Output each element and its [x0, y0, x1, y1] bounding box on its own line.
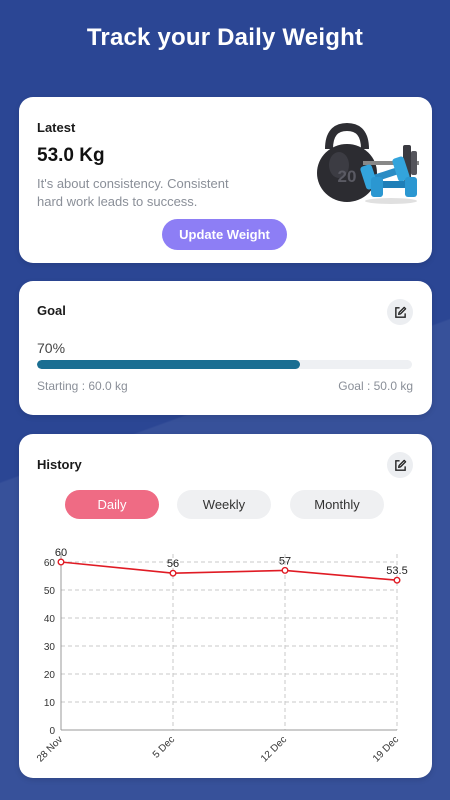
- goal-progress-bar: [37, 360, 412, 369]
- data-label: 53.5: [386, 565, 407, 577]
- goal-card: Goal 70% Starting : 60.0 kg Goal : 50.0 …: [19, 281, 432, 415]
- data-point: [169, 569, 177, 577]
- y-tick-label: 60: [44, 558, 56, 569]
- latest-card: Latest 53.0 Kg It's about consistency. C…: [19, 97, 432, 263]
- history-label: History: [37, 457, 82, 472]
- x-tick-label: 5 Dec: [151, 734, 177, 760]
- update-weight-button[interactable]: Update Weight: [162, 219, 287, 250]
- data-label: 57: [279, 555, 291, 567]
- data-label: 60: [55, 547, 67, 559]
- x-tick-label: 28 Nov: [35, 734, 65, 764]
- goal-progress-percent: 70%: [37, 340, 66, 356]
- starting-weight: Starting : 60.0 kg: [37, 379, 128, 393]
- svg-text:20: 20: [338, 167, 357, 186]
- history-card: History Daily Weekly Monthly 0 10 20 30 40 50…: [19, 434, 432, 778]
- page-title: Track your Daily Weight: [86, 24, 364, 51]
- x-tick-label: 12 Dec: [259, 734, 289, 764]
- tab-weekly[interactable]: Weekly: [177, 490, 271, 519]
- y-tick-label: 0: [49, 726, 55, 737]
- weight-history-chart: 0 10 20 30 40 50 60 28 Nov 5 Dec 12 Dec 19 Dec 60 56…: [35, 547, 408, 765]
- edit-icon: [394, 306, 406, 318]
- y-tick-label: 50: [44, 586, 56, 597]
- goal-weight: Goal : 50.0 kg: [338, 379, 413, 393]
- y-tick-label: 20: [44, 670, 56, 681]
- y-tick-label: 10: [44, 698, 56, 709]
- goal-label: Goal: [37, 303, 66, 318]
- y-tick-label: 30: [44, 642, 56, 653]
- data-point: [57, 558, 65, 566]
- edit-goal-button[interactable]: [387, 299, 413, 325]
- data-point: [281, 566, 289, 574]
- y-tick-label: 40: [44, 614, 56, 625]
- motivation-message: It's about consistency. Consistent hard …: [37, 176, 229, 209]
- series-line: [60, 561, 398, 581]
- data-label: 56: [167, 558, 179, 570]
- tab-monthly[interactable]: Monthly: [290, 490, 384, 519]
- data-point: [393, 576, 401, 584]
- latest-label: Latest: [37, 120, 76, 135]
- x-tick-label: 19 Dec: [371, 734, 401, 764]
- goal-progress-fill: [37, 360, 300, 369]
- edit-icon: [394, 459, 406, 471]
- kettlebell-dumbbells-image: 20: [317, 122, 419, 204]
- tab-daily[interactable]: Daily: [65, 490, 159, 519]
- edit-history-button[interactable]: [387, 452, 413, 478]
- latest-weight-value: 53.0 Kg: [37, 145, 105, 166]
